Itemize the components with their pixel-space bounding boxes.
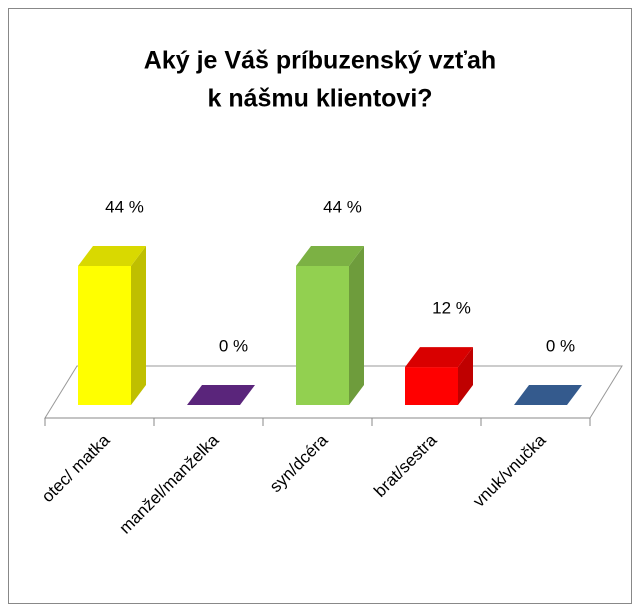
bar-top (187, 385, 255, 405)
bar (405, 367, 458, 405)
bar (78, 265, 131, 405)
bar-side (349, 245, 364, 405)
bar-top (405, 347, 473, 368)
data-label: 0 % (546, 336, 575, 355)
chart-title: Aký je Váš príbuzenský vzťah (144, 47, 496, 75)
bar-side (458, 347, 473, 405)
data-label: 44 % (323, 197, 362, 216)
bar-top (78, 245, 146, 266)
bar-top (514, 385, 582, 405)
data-label: 44 % (105, 197, 144, 216)
data-label: 0 % (219, 336, 248, 355)
data-label: 12 % (432, 299, 471, 318)
bar-side (131, 245, 146, 405)
bar (296, 265, 349, 405)
bar-top (296, 245, 364, 266)
chart-title: k nášmu klientovi? (207, 85, 432, 113)
